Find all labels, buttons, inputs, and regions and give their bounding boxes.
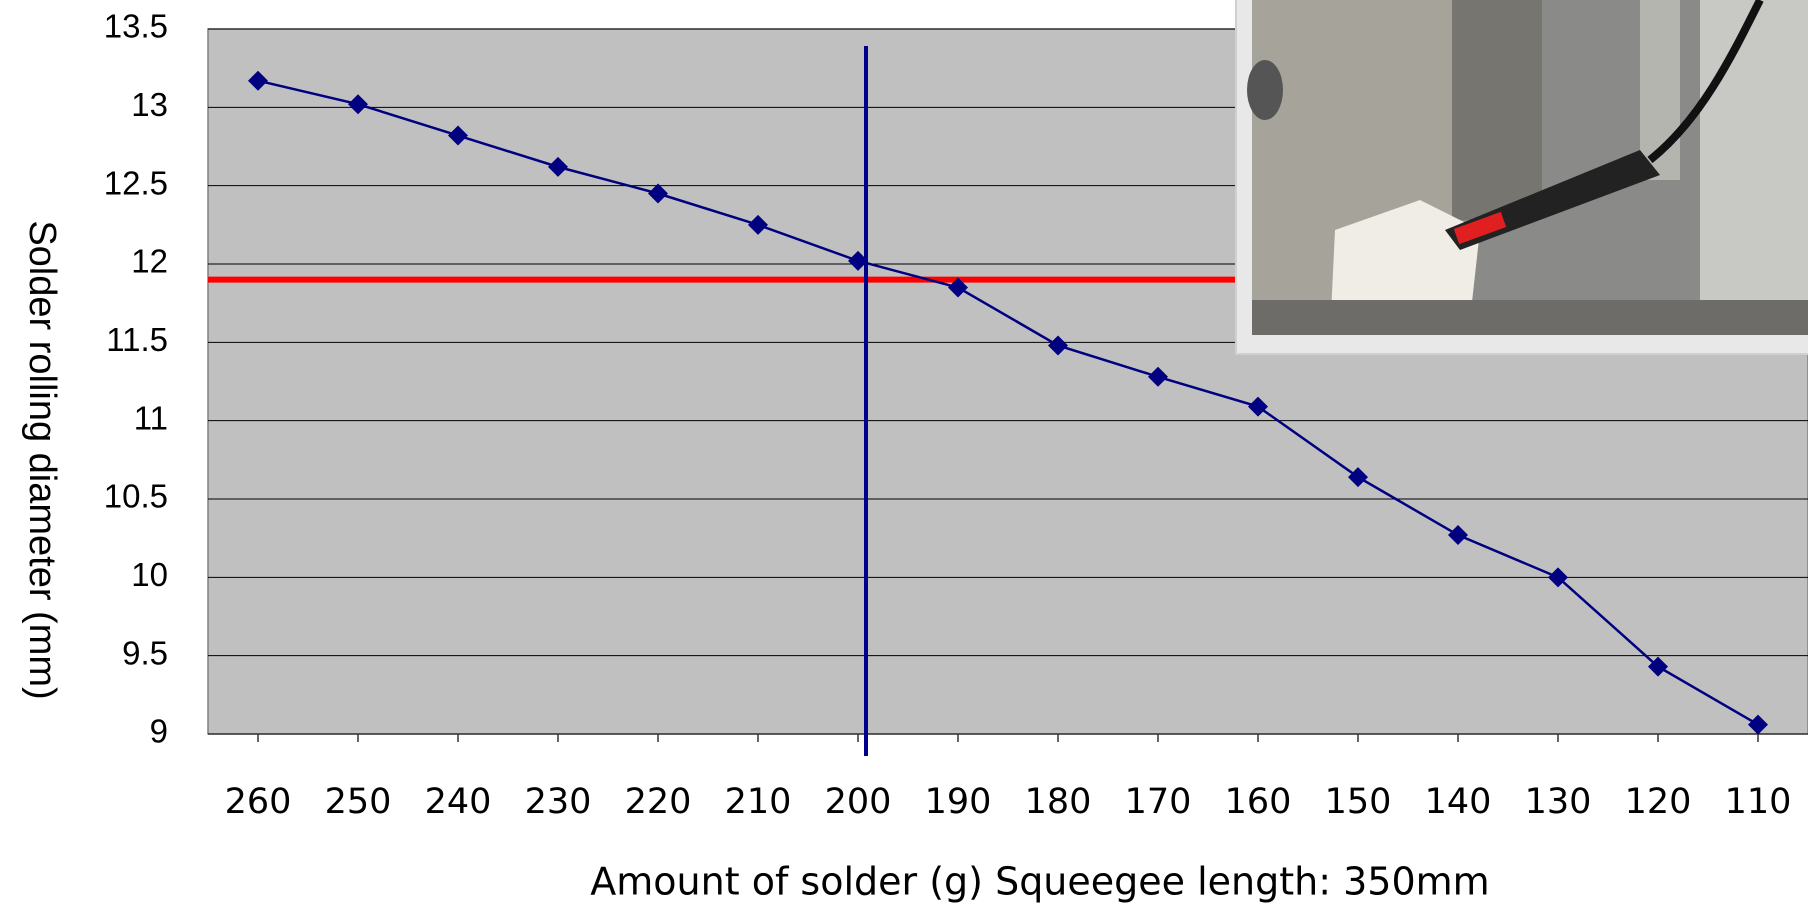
y-tick-label: 13.5 [104,8,168,45]
x-tick-label: 160 [1225,782,1292,822]
data-point [548,156,568,177]
photo-wall [1700,0,1808,335]
data-point [1448,525,1468,546]
data-point [1348,467,1368,488]
data-point [1548,567,1568,588]
x-tick-label: 170 [1125,782,1192,822]
x-tick-label: 190 [925,782,992,822]
data-point [348,94,368,115]
data-point [1148,366,1168,387]
x-tick-label: 230 [525,782,592,822]
labels: 9 9.5 10 10.5 11 11.5 12 12.5 13 13.5 260 250 240 230… [104,8,1792,822]
y-tick-label: 12.5 [104,164,168,201]
photo-bolt [1247,60,1283,120]
y-axis-title: Solder rolling diameter (mm) [21,220,63,699]
x-tick-label: 180 [1025,782,1092,822]
data-point [248,70,268,91]
photo-bracket [1452,0,1542,220]
data-point [1248,396,1268,417]
data-point [948,277,968,298]
y-tick-label: 11 [134,399,168,436]
x-tick-label: 140 [1425,782,1492,822]
x-axis-title: Amount of solder (g) Squeegee length: 35… [590,860,1489,904]
data-point [848,250,868,271]
photo-base [1252,300,1808,335]
photo-cable [1647,0,1764,164]
x-tick-label: 240 [425,782,492,822]
y-tick-label: 9 [150,713,168,750]
x-tick-label: 250 [325,782,392,822]
x-tick-label: 150 [1325,782,1392,822]
data-point [1648,656,1668,677]
y-tick-label: 10.5 [104,478,168,515]
x-tick-label: 260 [225,782,292,822]
y-tick-label: 12 [131,243,168,280]
data-point [1748,714,1768,735]
photo-laser [1453,211,1507,245]
data-line [257,79,1759,726]
x-tick-label: 120 [1625,782,1692,822]
photo-inset [1235,0,1808,355]
y-tick-label: 11.5 [106,321,168,358]
data-point [448,125,468,146]
x-tick-label: 210 [725,782,792,822]
data-point [648,183,668,204]
series [248,70,1768,735]
x-tick-label: 200 [825,782,892,822]
x-tick-label: 220 [625,782,692,822]
data-point [1048,335,1068,356]
y-tick-label: 10 [131,556,168,593]
x-tick-label: 110 [1725,782,1792,822]
data-point [748,214,768,235]
y-tick-label: 13 [131,86,168,123]
x-tick-label: 130 [1525,782,1592,822]
y-tick-label: 9.5 [122,634,168,671]
